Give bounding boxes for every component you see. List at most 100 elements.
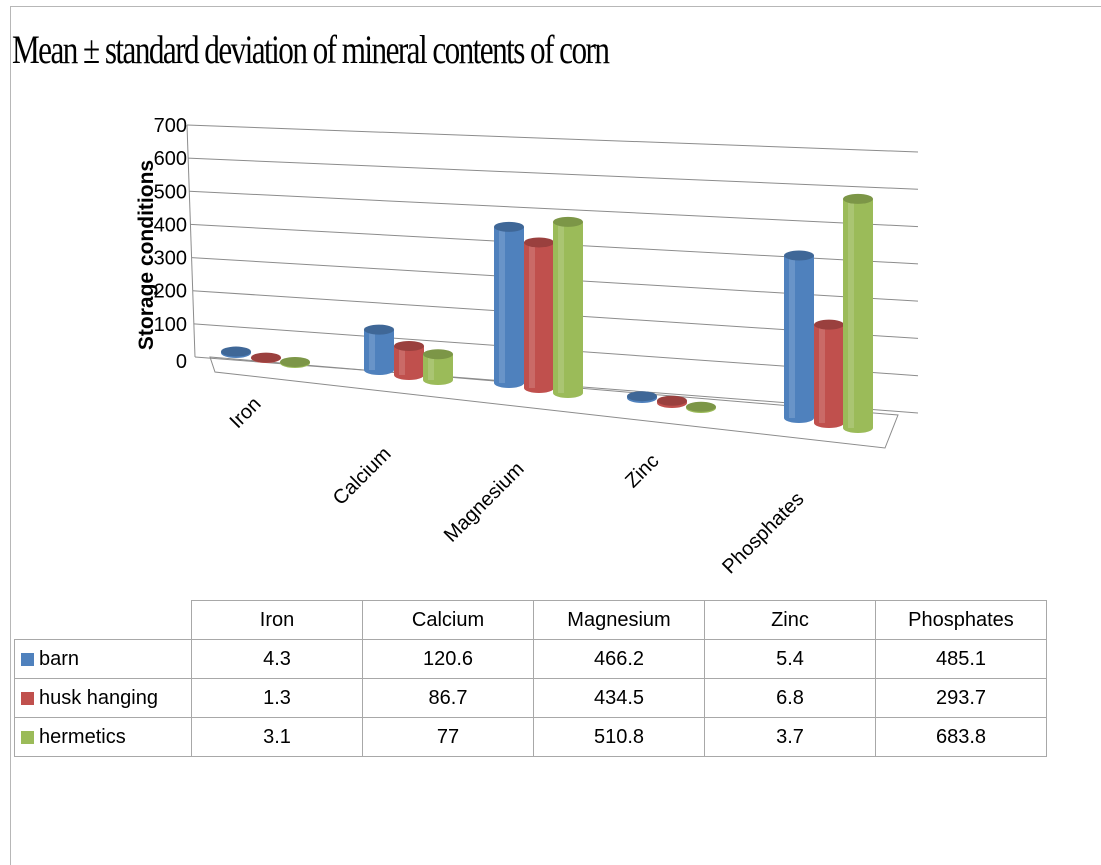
table-cell: 5.4 xyxy=(704,639,876,679)
y-axis-title: Storage conditions xyxy=(135,160,158,350)
bar-top xyxy=(784,250,814,261)
bar-hermetics-magnesium xyxy=(553,216,583,398)
bar-top xyxy=(494,221,524,232)
bar-hermetics-zinc xyxy=(686,401,716,413)
table-cell: 6.8 xyxy=(704,678,876,718)
gridline xyxy=(189,190,919,228)
bar-body xyxy=(843,198,873,433)
bar-top xyxy=(251,352,281,363)
bar-highlight xyxy=(399,345,405,375)
table-header-calcium: Calcium xyxy=(362,600,534,640)
y-tick-label: 100 xyxy=(154,314,187,336)
bar-top xyxy=(657,395,687,406)
table-cell: 3.1 xyxy=(191,717,363,757)
bar-highlight xyxy=(819,324,825,423)
table-cell: 434.5 xyxy=(533,678,705,718)
y-axis-line xyxy=(186,124,196,358)
bar-highlight xyxy=(428,354,434,380)
bar-barn-magnesium xyxy=(494,221,524,388)
data-table: Iron Calcium Magnesium Zinc Phosphates b… xyxy=(14,600,1047,757)
gridline xyxy=(188,157,919,190)
table-row-husk-hanging: husk hanging 1.3 86.7 434.5 6.8 293.7 xyxy=(14,678,1047,718)
y-tick-label: 700 xyxy=(154,115,187,137)
x-tick-label-magnesium: Magnesium xyxy=(440,458,529,547)
x-tick-label-calcium: Calcium xyxy=(329,443,396,510)
bar-hermetics-calcium xyxy=(423,349,453,385)
y-tick-label: 300 xyxy=(154,248,187,270)
chart-title: Mean ± standard deviation of mineral con… xyxy=(12,27,610,72)
bar-top xyxy=(627,391,657,402)
bar-top xyxy=(553,216,583,227)
husk-hanging-legend-swatch xyxy=(21,691,34,705)
table-cell: 3.7 xyxy=(704,717,876,757)
bar-top xyxy=(394,340,424,351)
bar-body xyxy=(394,345,424,380)
table-row-label: barn xyxy=(14,639,192,679)
table-row-hermetics: hermetics 3.1 77 510.8 3.7 683.8 xyxy=(14,717,1047,757)
bar-body xyxy=(524,242,554,393)
bar-body xyxy=(494,226,524,388)
x-tick-label-zinc: Zinc xyxy=(621,450,663,492)
bar-body xyxy=(364,329,394,375)
table-row-barn: barn 4.3 120.6 466.2 5.4 485.1 xyxy=(14,639,1047,679)
table-cell: 4.3 xyxy=(191,639,363,679)
bar-top xyxy=(843,193,873,204)
bar-barn-phosphates xyxy=(784,250,814,423)
bar-barn-iron xyxy=(221,346,251,358)
table-header-zinc: Zinc xyxy=(704,600,876,640)
x-tick-label-phosphates: Phosphates xyxy=(718,488,808,578)
table-corner-cell xyxy=(14,600,192,640)
bar-hermetics-phosphates xyxy=(843,193,873,433)
bar-husk-hanging-zinc xyxy=(657,395,687,408)
hermetics-legend-swatch xyxy=(21,730,34,744)
table-header-iron: Iron xyxy=(191,600,363,640)
legend-label-hermetics: hermetics xyxy=(39,725,126,748)
table-cell: 683.8 xyxy=(875,717,1047,757)
table-row-label: husk hanging xyxy=(14,678,192,718)
bar-top xyxy=(280,356,310,367)
bar-body xyxy=(784,255,814,423)
bar-highlight xyxy=(499,226,505,383)
bar-top xyxy=(364,324,394,335)
table-cell: 466.2 xyxy=(533,639,705,679)
table-cell: 1.3 xyxy=(191,678,363,718)
bar-highlight xyxy=(529,242,535,388)
bar-body xyxy=(814,324,844,428)
table-header-magnesium: Magnesium xyxy=(533,600,705,640)
bar-husk-hanging-calcium xyxy=(394,340,424,380)
bar-chart-3d: 0 100 200 300 400 500 600 700 Storage conditions… xyxy=(135,115,919,578)
table-cell: 86.7 xyxy=(362,678,534,718)
bar-barn-zinc xyxy=(627,391,657,403)
y-tick-label: 0 xyxy=(176,351,187,373)
legend-label-barn: barn xyxy=(39,647,80,670)
bar-highlight xyxy=(369,329,375,370)
bar-body xyxy=(553,221,583,398)
y-tick-label: 200 xyxy=(154,281,187,303)
y-tick-label: 600 xyxy=(154,148,187,170)
table-cell: 485.1 xyxy=(875,639,1047,679)
barn-legend-swatch xyxy=(21,652,34,666)
y-tick-label: 500 xyxy=(154,181,187,203)
bar-highlight xyxy=(558,221,564,393)
table-cell: 510.8 xyxy=(533,717,705,757)
bar-husk-hanging-magnesium xyxy=(524,237,554,393)
table-header-row: Iron Calcium Magnesium Zinc Phosphates xyxy=(14,600,1047,640)
table-cell: 293.7 xyxy=(875,678,1047,718)
table-cell: 120.6 xyxy=(362,639,534,679)
table-header-phosphates: Phosphates xyxy=(875,600,1047,640)
table-row-label: hermetics xyxy=(14,717,192,757)
bar-top xyxy=(221,346,251,357)
bar-hermetics-iron xyxy=(280,356,310,368)
bar-top xyxy=(524,237,554,248)
legend-label-husk-hanging: husk hanging xyxy=(39,686,158,709)
x-tick-label-iron: Iron xyxy=(226,393,266,433)
bar-highlight xyxy=(789,255,795,418)
bar-husk-hanging-phosphates xyxy=(814,319,844,428)
gridline xyxy=(186,124,919,153)
plot-floor xyxy=(209,356,899,449)
bar-highlight xyxy=(848,198,854,428)
table-cell: 77 xyxy=(362,717,534,757)
bar-top xyxy=(686,401,716,412)
frame-left-border xyxy=(10,6,11,865)
